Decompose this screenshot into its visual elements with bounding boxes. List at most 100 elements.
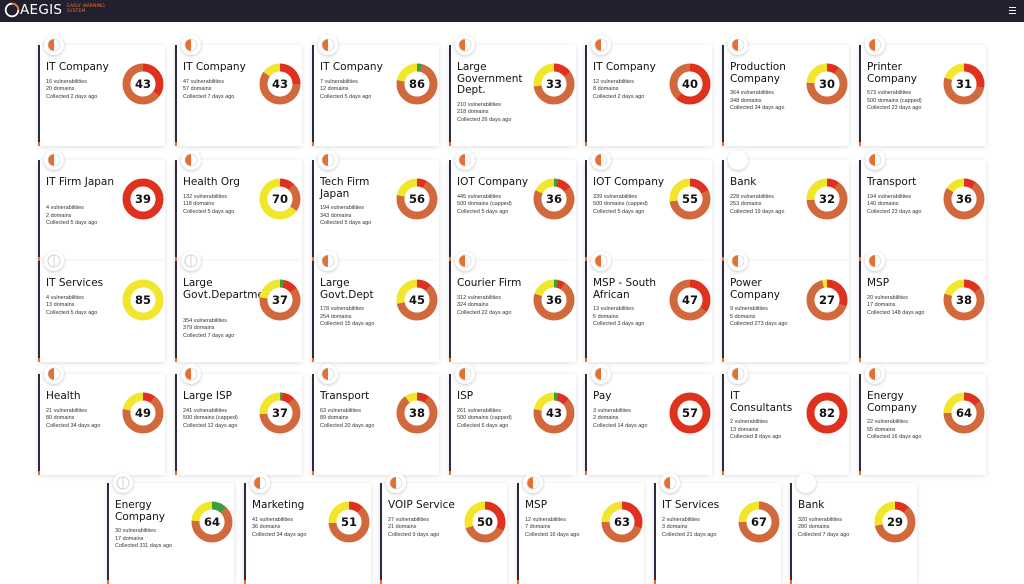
company-card[interactable]: VOIP Service 27 vulnerabilities 21 domains… (380, 473, 507, 584)
company-card[interactable]: Transport 194 vulnerabilities 140 domains C… (859, 150, 986, 261)
vulnerabilities-count: 354 vulnerabilities (183, 317, 228, 324)
company-card[interactable]: Energy Company 30 vulnerabilities 17 domai… (107, 473, 234, 584)
company-card[interactable]: Large Govt.Department 354 vulnerabilities… (175, 251, 302, 362)
risk-score: 27 (818, 293, 835, 307)
company-name: Power Company (730, 277, 780, 301)
collected-time: Collected 273 days ago (730, 321, 788, 328)
company-card[interactable]: Bank 228 vulnerabilities 253 domains Collec… (722, 150, 849, 261)
company-card[interactable]: Tech Firm Japan 194 vulnerabilities 343 do… (312, 150, 439, 261)
vulnerabilities-count: 22 vulnerabilities (867, 419, 908, 425)
vulnerabilities-count: 194 vulnerabilities (320, 205, 365, 211)
risk-score-donut: 32 (805, 177, 849, 221)
card-stats: 228 vulnerabilities 253 domains Collected … (730, 194, 810, 217)
company-card[interactable]: IOT Company 339 vulnerabilities 500 domain… (585, 150, 712, 261)
company-name: MSP (867, 277, 890, 289)
company-card[interactable]: Bank 320 vulnerabilities 280 domains Collec… (790, 473, 917, 584)
company-card[interactable]: IT Company 7 vulnerabilities 12 domains Col… (312, 35, 439, 146)
status-badge-icon (181, 35, 201, 55)
company-card[interactable]: Courier Firm 312 vulnerabilities 324 domai… (449, 251, 576, 362)
vulnerabilities-count: 2 vulnerabilities (662, 516, 700, 523)
domains-count: 280 domains (798, 524, 830, 531)
risk-score-donut: 40 (668, 62, 712, 106)
company-card[interactable]: IT Firm Japan 4 vulnerabilities 2 domains C… (38, 150, 165, 261)
donut-segment (396, 63, 438, 105)
card-accent-bar (790, 483, 792, 584)
company-card[interactable]: Large Government Dept. 210 vulnerabilitie… (449, 35, 576, 146)
domains-count: 17 domains (867, 302, 896, 309)
status-badge-icon (865, 150, 885, 170)
donut-segment (259, 178, 301, 220)
status-badge-icon (591, 251, 611, 271)
company-card[interactable]: Large Govt.Dept 178 vulnerabilities 254 do… (312, 251, 439, 362)
donut-segment (396, 279, 438, 321)
company-card[interactable]: IT Company 16 vulnerabilities 20 domains Co… (38, 35, 165, 146)
card-accent-bar (585, 374, 587, 475)
risk-score: 30 (818, 77, 835, 91)
risk-score-donut: 64 (942, 391, 986, 435)
vulnerabilities-count: 194 vulnerabilities (867, 193, 912, 200)
donut-segment (396, 178, 438, 220)
company-card[interactable]: IT Services 2 vulnerabilities 3 domains Col… (654, 473, 781, 584)
status-badge-icon (865, 35, 885, 55)
company-card[interactable]: MSP 12 vulnerabilities 7 domains Collected … (517, 473, 644, 584)
card-stats: 194 vulnerabilities 140 domains Collected … (867, 194, 947, 217)
domains-count: 20 domains (46, 86, 75, 93)
company-name: Large Government Dept. (457, 61, 523, 96)
collected-time: Collected 5 days ago (457, 208, 509, 215)
company-card[interactable]: Energy Company 22 vulnerabilities 55 domai… (859, 364, 986, 475)
vulnerabilities-count: 41 vulnerabilities (252, 516, 293, 523)
donut-segment (533, 392, 575, 434)
collected-time: Collected 34 days ago (730, 105, 785, 112)
risk-score-donut: 57 (668, 391, 712, 435)
company-card[interactable]: IOT Company 445 vulnerabilities 500 domain… (449, 150, 576, 261)
card-accent-bar (312, 374, 314, 475)
donut-segment (669, 279, 711, 321)
company-card[interactable]: ISP 261 vulnerabilities 500 domains (cappe… (449, 364, 576, 475)
status-badge-icon (44, 251, 64, 271)
collected-time: Collected 5 days ago (46, 309, 98, 316)
company-card[interactable]: MSP 20 vulnerabilities 17 domains Collected… (859, 251, 986, 362)
company-card[interactable]: Health Org 132 vulnerabilities 118 domains… (175, 150, 302, 261)
card-accent-bar (859, 261, 861, 362)
risk-score-donut: 47 (668, 278, 712, 322)
card-stats: 210 vulnerabilities 218 domains Collected … (457, 102, 537, 125)
company-card[interactable]: Health 21 vulnerabilities 80 domains Collec… (38, 364, 165, 475)
status-badge-icon (865, 251, 885, 271)
collected-time: Collected 8 days ago (730, 434, 782, 441)
domains-count: 13 domains (46, 302, 75, 309)
company-card[interactable]: Printer Company 573 vulnerabilities 500 do… (859, 35, 986, 146)
donut-segment (738, 501, 780, 543)
company-card[interactable]: Power Company 9 vulnerabilities 5 domains C… (722, 251, 849, 362)
company-name: VOIP Service (388, 499, 455, 511)
company-card[interactable]: Transport 63 vulnerabilities 89 domains Col… (312, 364, 439, 475)
donut-segment (669, 392, 711, 434)
company-card[interactable]: IT Company 47 vulnerabilities 57 domains Co… (175, 35, 302, 146)
domains-count: 348 domains (730, 97, 762, 104)
collected-time: Collected 5 days ago (183, 208, 235, 215)
risk-score-donut: 45 (395, 278, 439, 322)
collected-time: Collected 9 days ago (388, 531, 440, 538)
card-accent-bar (175, 374, 177, 475)
company-name: IT Company (183, 61, 246, 73)
risk-score-donut: 31 (942, 62, 986, 106)
donut-segment (806, 63, 848, 105)
company-card[interactable]: Marketing 41 vulnerabilities 36 domains Col… (244, 473, 371, 584)
status-badge-icon (455, 35, 475, 55)
company-card[interactable]: Large ISP 241 vulnerabilities 500 domains … (175, 364, 302, 475)
hamburger-menu-icon[interactable] (1009, 7, 1016, 14)
company-card[interactable]: Production Company 364 vulnerabilities 348… (722, 35, 849, 146)
company-card[interactable]: IT Services 4 vulnerabilities 13 domains Co… (38, 251, 165, 362)
risk-score-donut: 51 (327, 500, 371, 544)
domains-count: 80 domains (46, 415, 75, 422)
donut-segment (259, 63, 301, 105)
donut-segment (943, 279, 985, 321)
card-stats: 13 vulnerabilities 5 domains Collected 3 d… (593, 306, 673, 329)
card-accent-bar (722, 160, 724, 261)
company-card[interactable]: IT Consultants 2 vulnerabilities 13 domain… (722, 364, 849, 475)
vulnerabilities-count: 21 vulnerabilities (46, 407, 87, 414)
company-name: Health Org (183, 176, 240, 188)
risk-score: 43 (134, 77, 151, 91)
company-card[interactable]: IT Company 12 vulnerabilities 8 domains Col… (585, 35, 712, 146)
company-card[interactable]: Pay 3 vulnerabilities 2 domains Collected 1… (585, 364, 712, 475)
company-card[interactable]: MSP - South African 13 vulnerabilities 5 d… (585, 251, 712, 362)
